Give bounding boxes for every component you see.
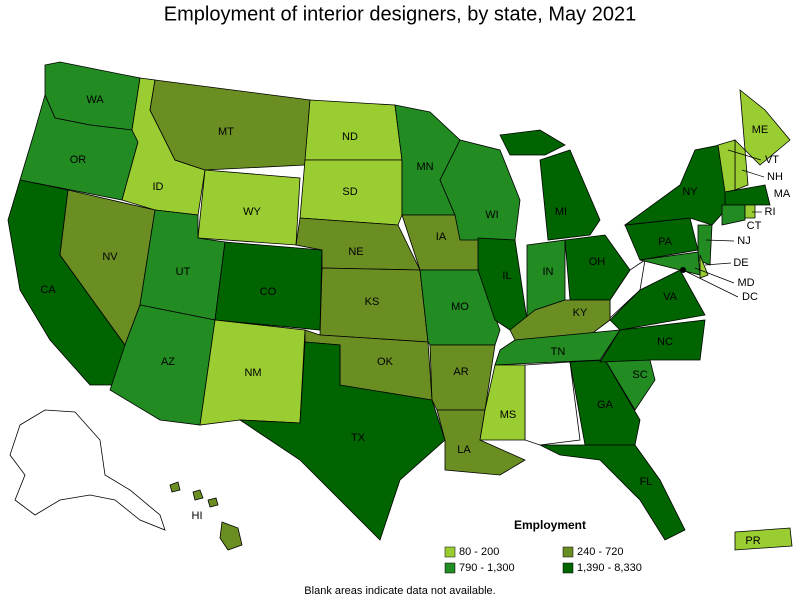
leader-line [704,262,732,266]
legend-label: 240 - 720 [577,546,623,558]
state-label: FL [640,476,653,488]
state-shape [169,481,181,493]
leader-line [727,149,762,161]
state-label: OH [589,256,606,268]
state-shape [734,527,793,551]
state-label: NC [657,336,673,348]
state-label: AZ [161,356,175,368]
state-label: DE [733,257,748,269]
states [7,61,793,551]
state-label: MI [555,206,567,218]
state-label: ME [752,124,769,136]
state-label: SC [632,369,647,381]
state-shape [494,329,621,366]
state-shape [299,159,403,226]
state-shape [697,224,713,266]
state-label: MO [451,301,469,313]
state-label: NJ [737,235,750,247]
leader-line [705,239,735,242]
footnote: Blank areas indicate data not available. [304,585,495,597]
leader-line [682,269,739,298]
state-label: KS [365,296,380,308]
legend-label: 80 - 200 [459,546,499,558]
state-label: PA [658,236,673,248]
legend-swatch [444,546,456,558]
state-shape [623,144,731,226]
state-shape [499,129,566,156]
state-label: MN [416,161,433,173]
state-shape [219,521,243,551]
state-label: CA [40,284,56,296]
state-shape [539,149,601,241]
state-shape [721,204,746,226]
state-label: UT [176,266,191,278]
state-label: NE [348,246,363,258]
state-label: ID [153,181,164,193]
state-label: TN [551,346,566,358]
state-shape [439,139,521,241]
map-title: Employment of interior designers, by sta… [164,3,636,25]
state-shape [739,89,791,166]
state-label: GA [597,399,614,411]
state-label: MS [500,409,517,421]
state-label: LA [457,444,471,456]
legend-swatch [444,562,456,574]
state-label: NY [682,186,698,198]
state-shape [609,269,706,331]
state-label: CO [260,286,277,298]
state-label: MT [218,126,234,138]
state-label: MD [737,277,754,289]
state-label: CT [747,220,762,232]
legend: 80 - 200 240 - 720 790 - 1,300 1,390 - 8,33… [444,546,642,574]
state-shape [192,489,204,501]
state-label: IN [543,266,554,278]
state-shape [479,364,526,441]
legend-swatch [562,546,574,558]
state-shape [564,234,631,301]
state-labels: WA OR CA NV ID MT WY UT CO AZ NM ND SD NE KS OK TX MN IA MO… [40,94,791,547]
state-label: NH [767,171,783,183]
state-label: IL [502,270,511,282]
state-label: IA [436,231,447,243]
state-shape [744,204,756,219]
state-shape [724,184,771,206]
state-label: OK [377,356,394,368]
legend-title: Employment [514,518,586,532]
state-label: WY [243,206,261,218]
state-label: DC [742,291,758,303]
state-label: WI [485,209,498,221]
state-label: OR [70,154,87,166]
state-shape [539,444,686,541]
state-label: SD [342,186,357,198]
state-label: MA [774,188,791,200]
state-label: ND [342,131,358,143]
legend-swatch [562,562,574,574]
state-label: VA [663,291,678,303]
state-label: VT [765,154,779,166]
state-shape [599,319,706,363]
blank-state [524,361,581,446]
state-label: WA [86,94,104,106]
legend-label: 790 - 1,300 [459,562,515,574]
state-label: HI [192,510,203,522]
state-label: NM [244,367,261,379]
blank-state [9,409,166,531]
leader-line [694,267,735,284]
legend-label: 1,390 - 8,330 [577,562,642,574]
state-label: KY [573,307,588,319]
state-shape [238,341,446,541]
state-label: NV [102,251,118,263]
state-label: AR [453,366,468,378]
state-shape [569,359,641,446]
state-label: TX [351,432,366,444]
state-shape [207,497,219,508]
state-label: PR [745,535,760,547]
dc-dot [680,267,686,273]
leader-line [741,169,765,178]
state-label: RI [765,206,776,218]
